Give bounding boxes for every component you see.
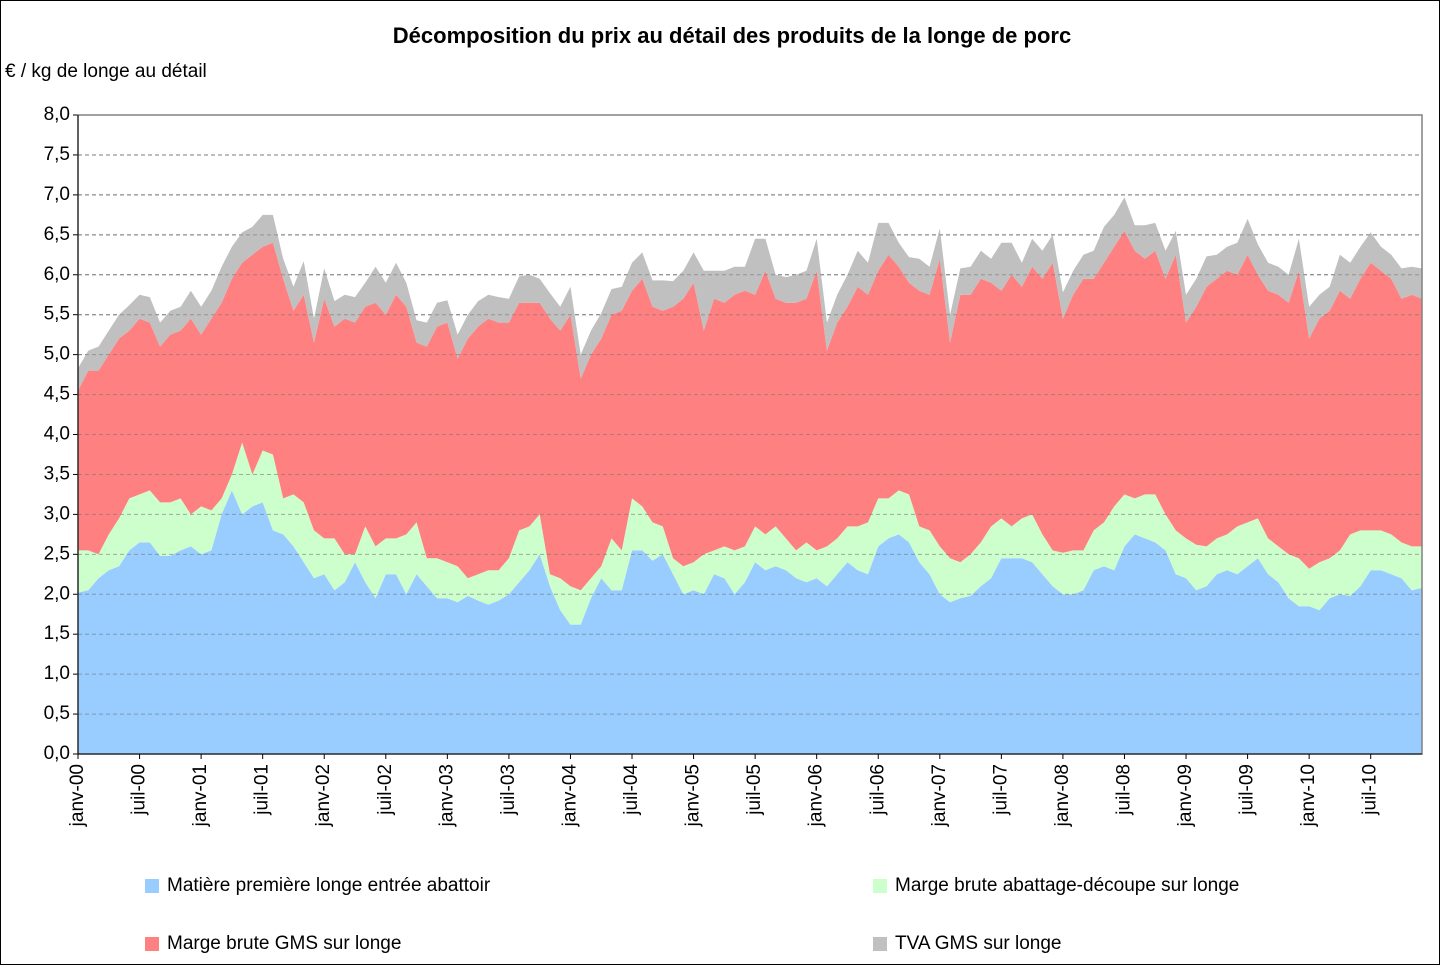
legend-label: Marge brute GMS sur longe — [167, 933, 401, 954]
x-tick-label: juil-02 — [375, 764, 396, 816]
x-tick-label: juil-00 — [129, 764, 150, 816]
y-tick-label: 1,0 — [44, 663, 70, 684]
area — [78, 442, 1422, 625]
legend-swatch — [873, 937, 887, 951]
y-tick-label: 2,5 — [44, 543, 70, 564]
y-tick-label: 3,5 — [44, 463, 70, 484]
y-tick-label: 0,0 — [44, 743, 70, 764]
x-tick-label: janv-07 — [929, 764, 950, 827]
x-tick-label: janv-02 — [313, 764, 334, 827]
x-tick-label: juil-04 — [621, 764, 642, 816]
x-tick-label: juil-03 — [498, 764, 519, 816]
legend-label: TVA GMS sur longe — [895, 933, 1062, 954]
legend-swatch — [145, 879, 159, 893]
x-tick-label: janv-05 — [683, 764, 704, 827]
y-tick-label: 3,0 — [44, 503, 70, 524]
x-tick-label: juil-06 — [867, 764, 888, 816]
y-tick-label: 6,5 — [44, 224, 70, 245]
y-tick-label: 6,0 — [44, 264, 70, 285]
x-tick-label: janv-10 — [1298, 764, 1319, 827]
x-tick-label: janv-06 — [806, 764, 827, 827]
y-tick-label: 7,0 — [44, 184, 70, 205]
y-tick-label: 8,0 — [44, 104, 70, 125]
y-tick-label: 0,5 — [44, 703, 70, 724]
area — [78, 490, 1422, 754]
x-tick-label: juil-01 — [252, 764, 273, 816]
y-tick-label: 7,5 — [44, 144, 70, 165]
legend-label: Marge brute abattage-découpe sur longe — [895, 875, 1239, 896]
legend-label: Matière première longe entrée abattoir — [167, 875, 491, 896]
x-tick-label: juil-05 — [744, 764, 765, 816]
x-tick-label: janv-09 — [1175, 764, 1196, 827]
x-tick-label: janv-00 — [67, 764, 88, 827]
chart-title: Décomposition du prix au détail des prod… — [393, 23, 1071, 48]
x-tick-label: janv-01 — [190, 764, 211, 827]
legend-swatch — [873, 879, 887, 893]
x-tick-label: janv-03 — [436, 764, 457, 827]
y-tick-label: 4,5 — [44, 384, 70, 405]
x-tick-label: juil-10 — [1360, 764, 1381, 816]
x-tick-label: juil-08 — [1113, 764, 1134, 816]
x-tick-label: janv-08 — [1052, 764, 1073, 827]
x-tick-label: juil-07 — [990, 764, 1011, 816]
y-tick-label: 4,0 — [44, 424, 70, 445]
y-tick-label: 2,0 — [44, 583, 70, 604]
x-tick-label: janv-04 — [559, 764, 580, 828]
y-axis-label: € / kg de longe au détail — [5, 61, 207, 82]
area — [78, 230, 1422, 591]
legend-swatch — [145, 937, 159, 951]
y-tick-label: 5,5 — [44, 304, 70, 325]
y-tick-label: 1,5 — [44, 623, 70, 644]
x-tick-label: juil-09 — [1237, 764, 1258, 816]
y-tick-label: 5,0 — [44, 344, 70, 365]
